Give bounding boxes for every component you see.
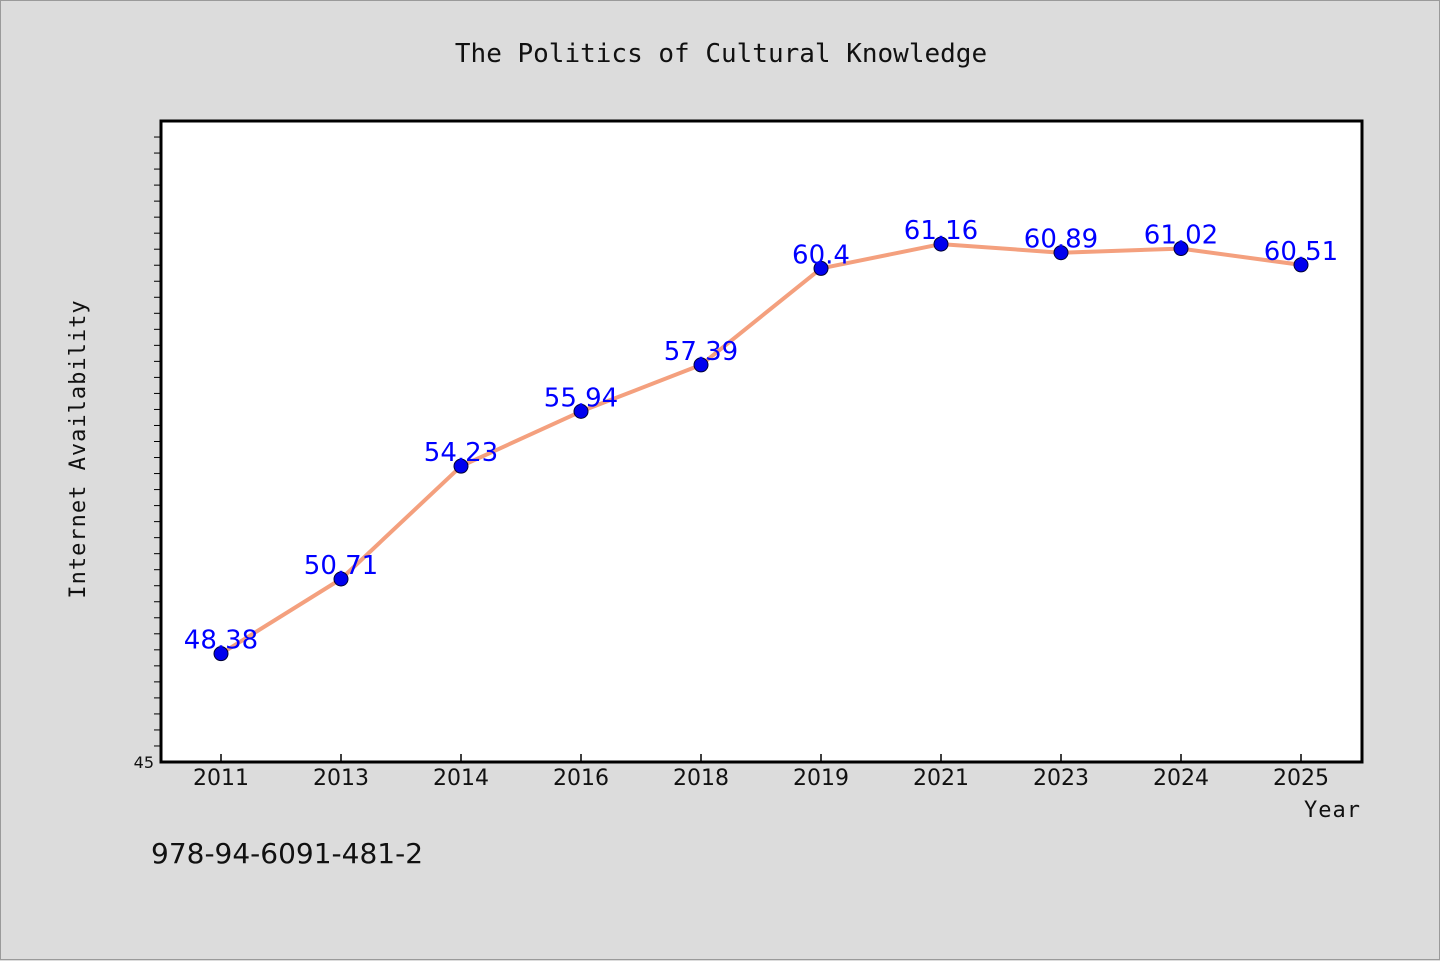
plot-area [159,119,1364,764]
x-tick-label: 2024 [1153,766,1209,791]
x-tick-label: 2021 [913,766,969,791]
x-tick-label: 2018 [673,766,729,791]
series-line [219,242,1303,656]
y-axis-ticks: 45 [134,136,161,772]
data-point [333,571,349,587]
data-label: 60.89 [1024,225,1098,255]
chart-title: The Politics of Cultural Knowledge [455,39,987,69]
data-markers [213,236,1309,662]
data-label: 48.38 [184,626,258,656]
y-axis-label: Internet Availability [66,299,91,598]
data-label: 61.02 [1144,221,1218,251]
isbn-text: 978-94-6091-481-2 [151,837,424,870]
y-tick-label: 45 [134,753,154,772]
x-axis-label: Year [1304,798,1361,823]
data-point [1293,257,1309,273]
data-label: 57.39 [664,337,738,367]
x-tick-label: 2016 [553,766,609,791]
data-point [813,260,829,276]
data-point [453,458,469,474]
data-point [693,357,709,373]
data-point [933,236,949,252]
x-tick-label: 2025 [1273,766,1329,791]
data-label: 60.4 [792,240,850,270]
x-tick-label: 2023 [1033,766,1089,791]
data-label: 50.71 [304,551,378,581]
data-label: 55.94 [544,383,618,413]
x-tick-label: 2011 [193,766,249,791]
x-axis-ticks: 2011 2013 2014 2016 2018 2019 2021 2023 2024 2025 [193,754,1329,791]
data-point [573,403,589,419]
x-tick-label: 2013 [313,766,369,791]
data-labels: 48.38 50.71 54.23 55.94 57.39 60.4 61.16 60.89 6… [184,216,1338,656]
data-point [213,646,229,662]
data-label: 54.23 [424,438,498,468]
data-label: 61.16 [904,216,978,246]
data-point [1173,241,1189,257]
x-tick-label: 2014 [433,766,489,791]
data-label: 60.51 [1264,237,1338,267]
data-point [1053,245,1069,261]
x-tick-label: 2019 [793,766,849,791]
